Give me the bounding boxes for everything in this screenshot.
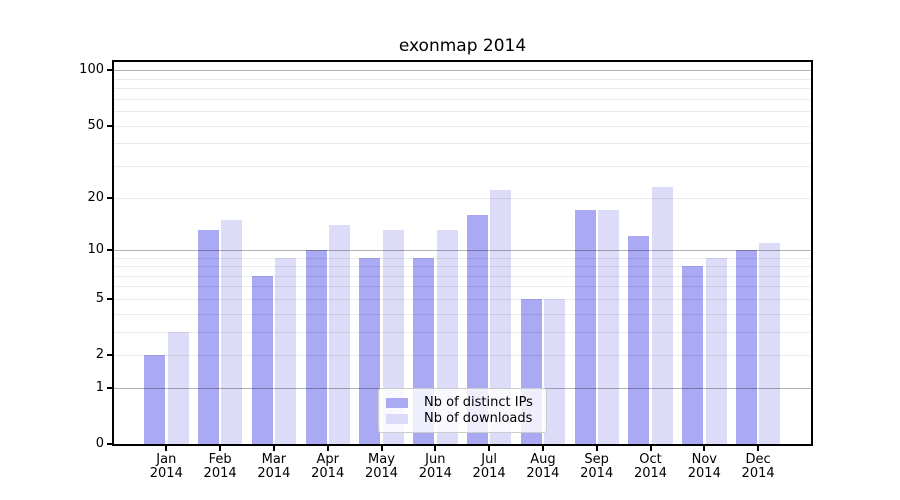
bar-nb-of-downloads-Dec bbox=[759, 242, 781, 444]
legend-label-distinct-ips: Nb of distinct IPs bbox=[424, 395, 533, 410]
legend-label-downloads: Nb of downloads bbox=[424, 411, 533, 426]
bar-nb-of-downloads-Oct bbox=[651, 186, 673, 444]
x-tick-label-Jul: Jul 2014 bbox=[472, 452, 506, 481]
x-tick-label-Dec: Dec 2014 bbox=[741, 452, 775, 481]
x-tick-label-Nov: Nov 2014 bbox=[687, 452, 721, 481]
bars-layer bbox=[114, 62, 811, 444]
bar-nb-of-distinct-ips-Jan bbox=[144, 355, 166, 444]
bar-nb-of-distinct-ips-Jul bbox=[466, 214, 488, 444]
x-tick-Feb bbox=[219, 446, 222, 451]
x-tick-Mar bbox=[272, 446, 275, 451]
bar-nb-of-downloads-Mar bbox=[275, 257, 297, 444]
x-tick-label-Sep: Sep 2014 bbox=[580, 452, 614, 481]
chart-title: exonmap 2014 bbox=[398, 36, 527, 56]
y-tick-label-0: 0 bbox=[95, 436, 104, 451]
x-tick-Sep bbox=[595, 446, 598, 451]
bar-nb-of-downloads-Jul bbox=[490, 190, 512, 444]
y-tick-20 bbox=[107, 196, 112, 199]
x-tick-label-Oct: Oct 2014 bbox=[633, 452, 668, 481]
x-tick-label-Feb: Feb 2014 bbox=[203, 452, 237, 481]
y-tick-50 bbox=[107, 124, 112, 127]
bar-nb-of-downloads-Aug bbox=[544, 298, 566, 444]
bar-nb-of-distinct-ips-Nov bbox=[682, 266, 704, 444]
bar-nb-of-distinct-ips-Apr bbox=[305, 249, 327, 444]
x-tick-label-Apr: Apr 2014 bbox=[311, 452, 345, 481]
y-tick-label-100: 100 bbox=[79, 62, 104, 78]
y-tick-label-50: 50 bbox=[87, 117, 104, 133]
bar-nb-of-distinct-ips-Oct bbox=[628, 236, 650, 444]
x-tick-label-Jan: Jan 2014 bbox=[149, 452, 183, 481]
legend-item-downloads: Nb of downloads bbox=[386, 411, 546, 427]
bar-nb-of-distinct-ips-May bbox=[359, 257, 381, 444]
x-tick-label-Jun: Jun 2014 bbox=[418, 452, 452, 481]
x-tick-Nov bbox=[703, 446, 706, 451]
bar-nb-of-downloads-Feb bbox=[221, 219, 243, 444]
bar-nb-of-downloads-Jan bbox=[167, 331, 189, 444]
legend-swatch-downloads bbox=[386, 414, 408, 424]
x-tick-Jan bbox=[165, 446, 168, 451]
x-tick-Dec bbox=[757, 446, 760, 451]
bar-nb-of-distinct-ips-Feb bbox=[197, 230, 219, 444]
y-tick-label-2: 2 bbox=[95, 347, 104, 363]
x-tick-May bbox=[380, 446, 383, 451]
x-tick-label-Mar: Mar 2014 bbox=[257, 452, 291, 481]
y-tick-100 bbox=[107, 69, 112, 72]
legend: Nb of distinct IPs Nb of downloads bbox=[378, 388, 547, 433]
y-tick-label-5: 5 bbox=[95, 290, 104, 306]
x-tick-Aug bbox=[541, 446, 544, 451]
bar-nb-of-distinct-ips-Sep bbox=[574, 210, 596, 444]
x-tick-Jun bbox=[434, 446, 437, 451]
y-tick-label-1: 1 bbox=[95, 379, 104, 395]
x-tick-Apr bbox=[326, 446, 329, 451]
y-tick-1 bbox=[107, 386, 112, 389]
y-tick-label-20: 20 bbox=[87, 189, 104, 205]
x-tick-label-May: May 2014 bbox=[364, 452, 399, 481]
y-tick-2 bbox=[107, 354, 112, 357]
legend-swatch-distinct-ips bbox=[386, 398, 408, 408]
x-tick-Oct bbox=[649, 446, 652, 451]
bar-nb-of-downloads-Nov bbox=[705, 257, 727, 444]
bar-nb-of-downloads-Sep bbox=[597, 210, 619, 444]
x-tick-label-Aug: Aug 2014 bbox=[526, 452, 560, 481]
x-tick-Jul bbox=[488, 446, 491, 451]
y-tick-0 bbox=[107, 443, 112, 445]
plot-area bbox=[112, 60, 813, 446]
bar-nb-of-distinct-ips-Dec bbox=[735, 249, 757, 444]
y-tick-label-10: 10 bbox=[87, 241, 104, 257]
y-tick-5 bbox=[107, 297, 112, 300]
bar-nb-of-downloads-Apr bbox=[328, 224, 350, 444]
y-tick-10 bbox=[107, 248, 112, 251]
legend-item-distinct-ips: Nb of distinct IPs bbox=[386, 395, 546, 411]
bar-nb-of-distinct-ips-Mar bbox=[251, 275, 273, 444]
